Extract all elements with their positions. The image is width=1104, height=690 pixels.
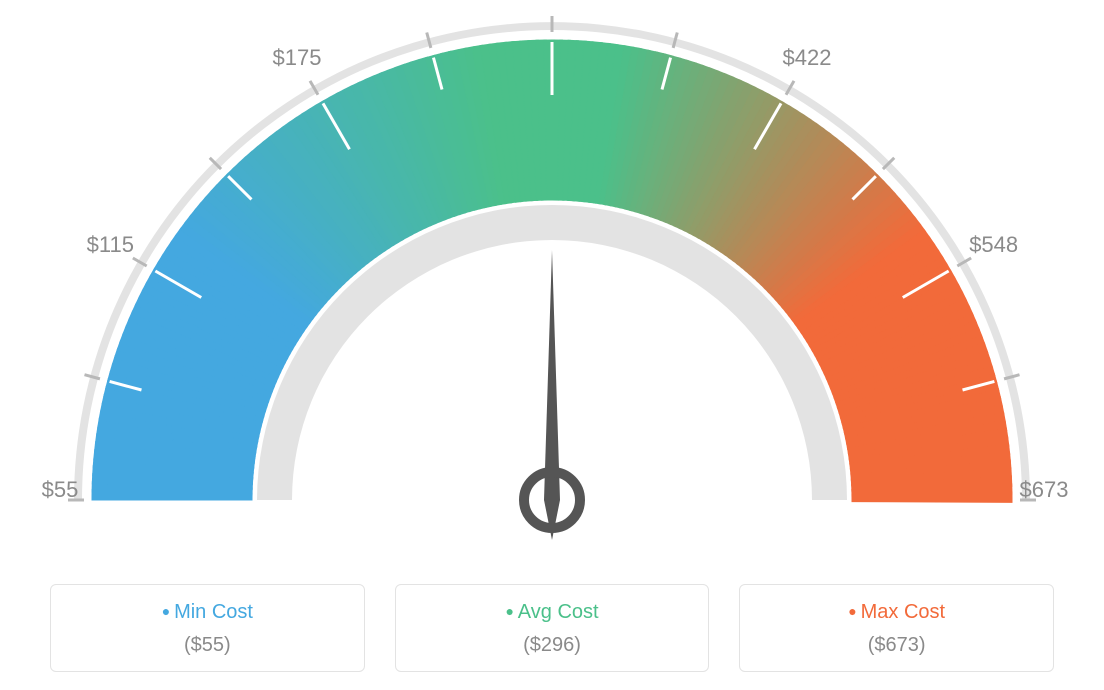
gauge-svg [0,0,1104,560]
legend-value: ($296) [406,634,699,657]
gauge-scale-label: $55 [42,477,79,503]
gauge-scale-label: $673 [1020,477,1069,503]
legend-card: Max Cost ($673) [739,584,1054,672]
legend-title: Min Cost [61,601,354,624]
gauge-scale-label: $175 [273,45,322,71]
legend-title: Max Cost [750,601,1043,624]
legend-card: Avg Cost ($296) [395,584,710,672]
gauge-scale-label: $422 [783,45,832,71]
legend-card: Min Cost ($55) [50,584,365,672]
legend-value: ($55) [61,634,354,657]
gauge-chart: $55$115$175$296$422$548$673 [0,0,1104,560]
gauge-scale-label: $115 [87,232,134,258]
legend-value: ($673) [750,634,1043,657]
legend-row: Min Cost ($55) Avg Cost ($296) Max Cost ($673… [50,584,1054,672]
gauge-scale-label: $548 [969,232,1018,258]
legend-title: Avg Cost [406,601,699,624]
